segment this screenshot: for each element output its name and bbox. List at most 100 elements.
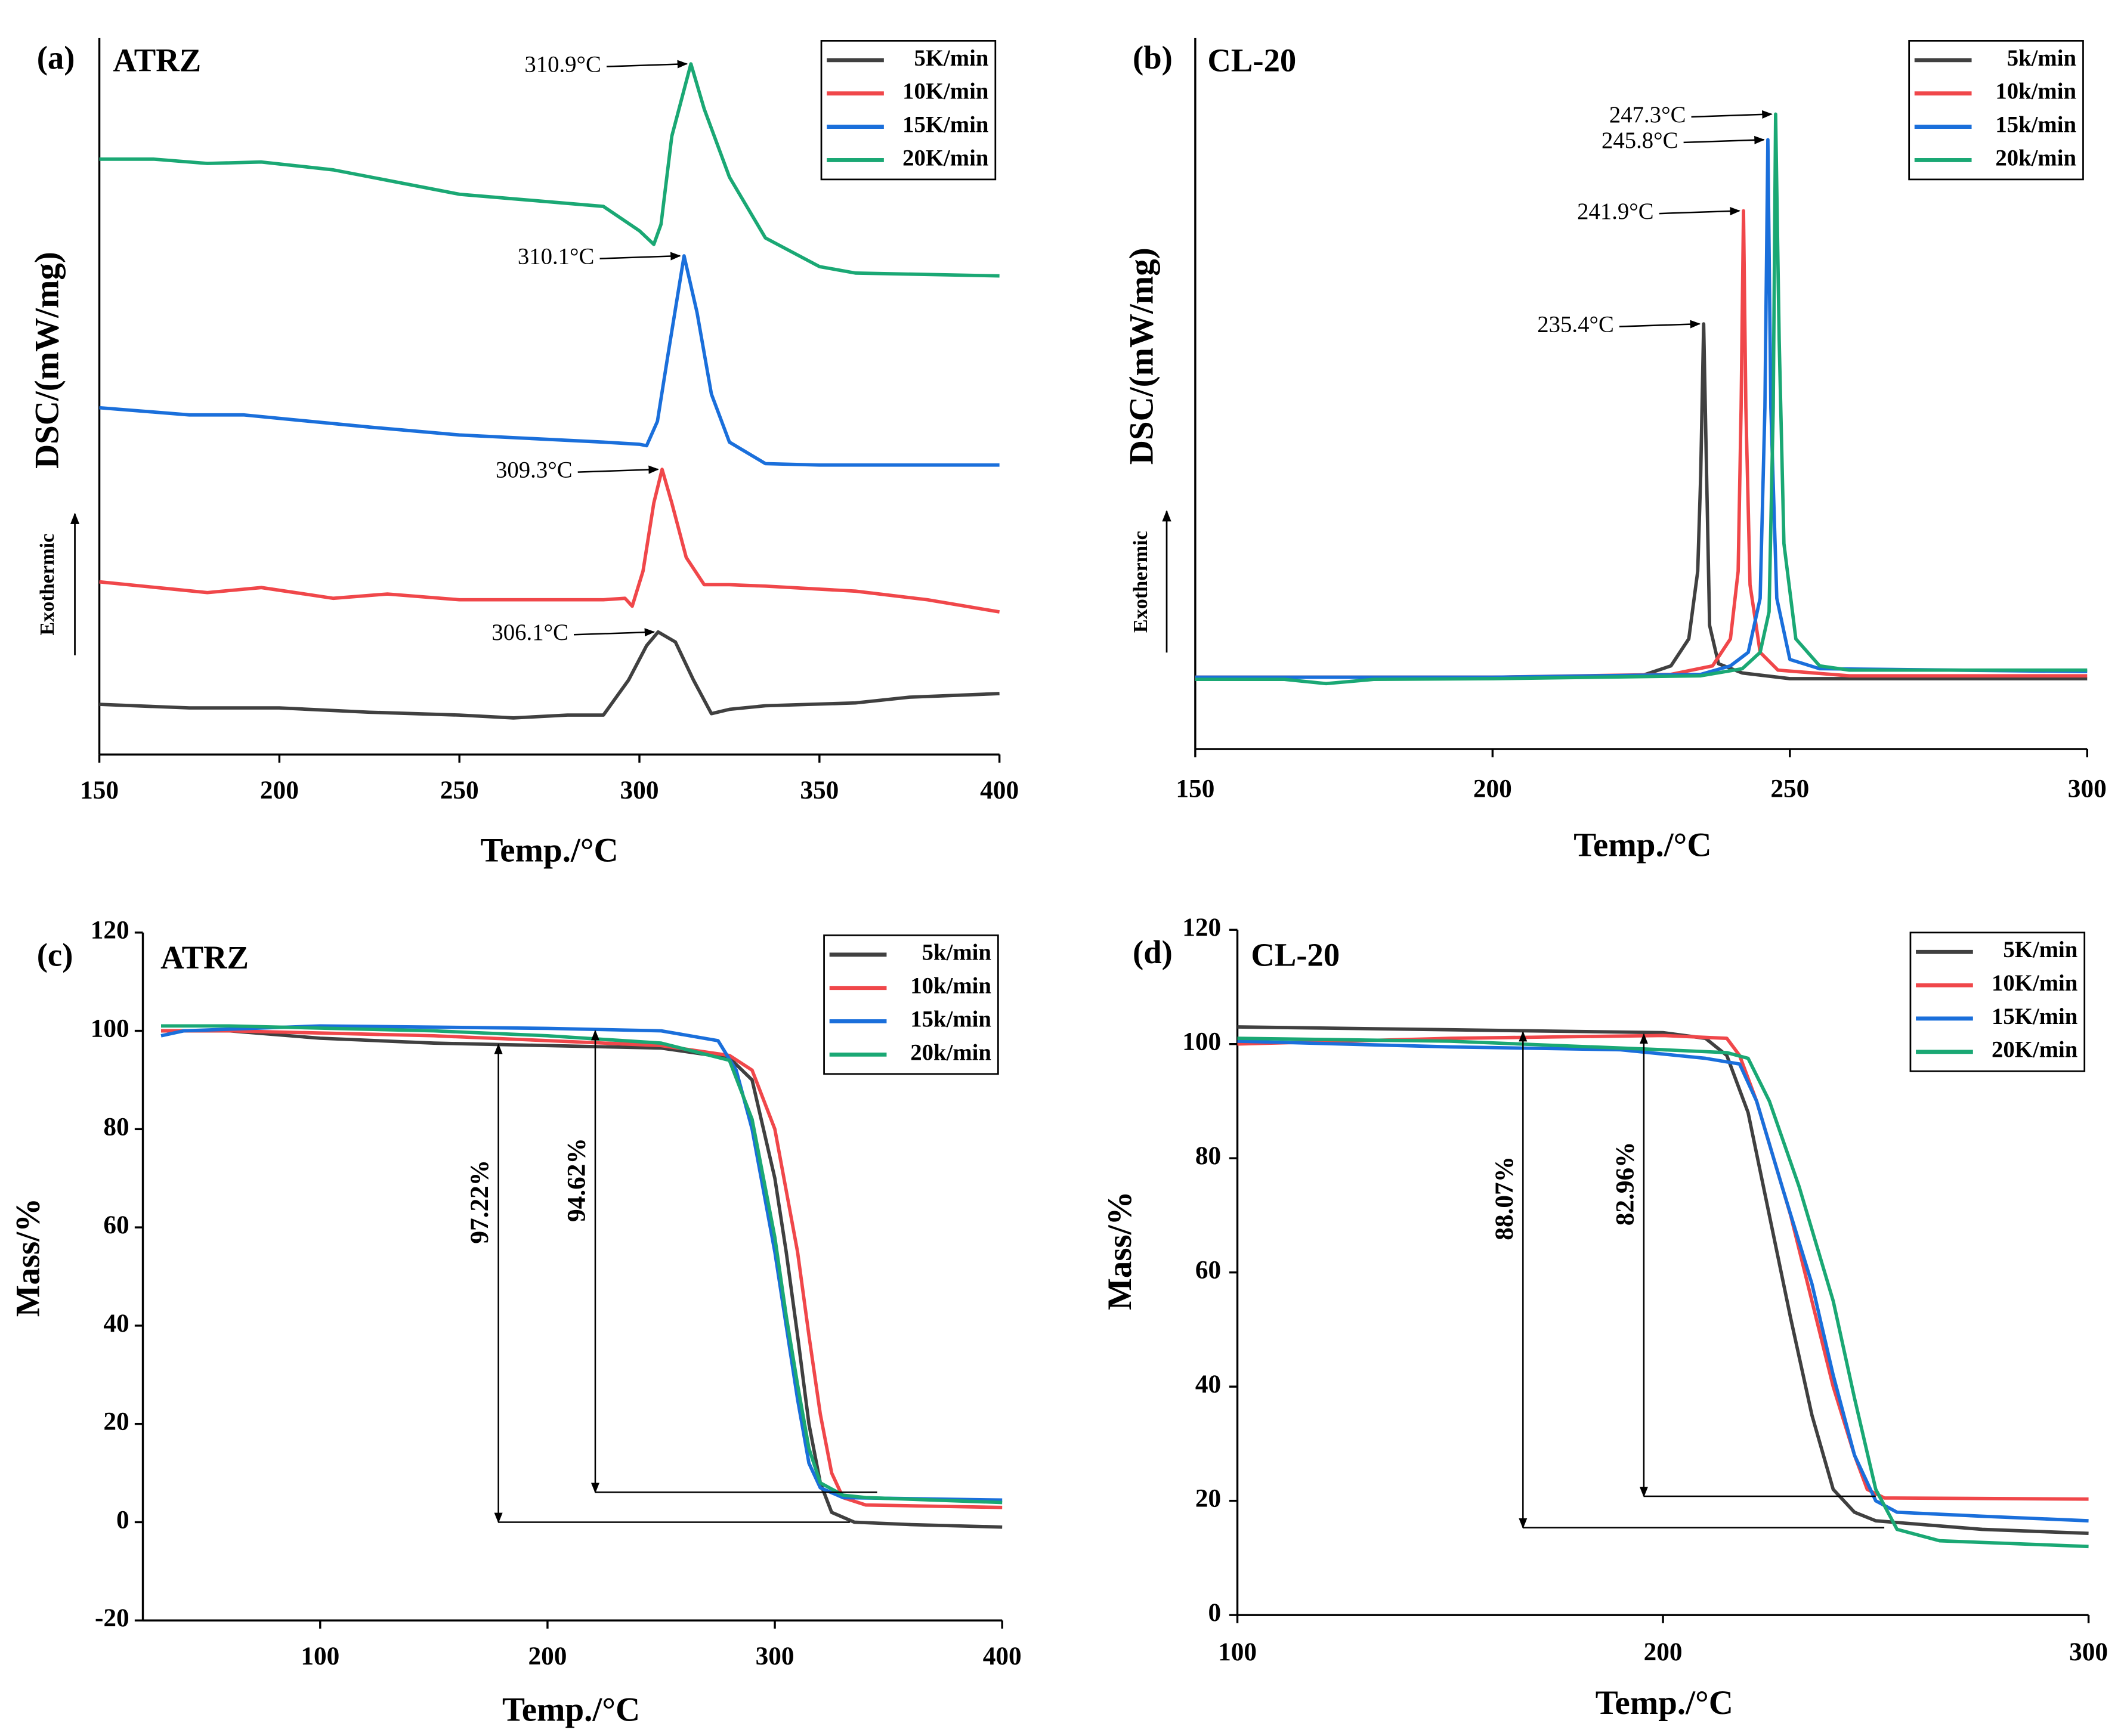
- y-tick-label: 60: [103, 1211, 129, 1239]
- y-tick-label: 60: [1195, 1256, 1221, 1285]
- y-axis-title: DSC/(mW/mg): [1123, 247, 1161, 465]
- legend-box: [1909, 932, 2086, 1072]
- x-tick-label: 150: [80, 776, 119, 804]
- y-axis-title: DSC/(mW/mg): [29, 252, 66, 469]
- panel-label: (b): [1133, 39, 1173, 76]
- peak-arrow: [577, 465, 659, 474]
- y-tick-label: 80: [103, 1112, 129, 1141]
- peak-label: 235.4°C: [1537, 312, 1614, 338]
- series-line: [1237, 1033, 2089, 1501]
- loss-label: 97.22%: [465, 1160, 494, 1244]
- legend-label: 10K/min: [1992, 970, 2077, 996]
- series-line: [99, 468, 1000, 614]
- y-tick-label: 100: [91, 1014, 129, 1042]
- series-line: [1195, 112, 2088, 686]
- series-line: [160, 1024, 1003, 1502]
- legend-label: 10k/min: [910, 973, 991, 999]
- legend-box: [820, 40, 997, 181]
- series-line: [1195, 209, 2088, 679]
- x-tick-label: 250: [1770, 775, 1809, 803]
- side-note: Exothermic: [36, 534, 58, 636]
- y-tick-label: 120: [91, 916, 129, 945]
- x-tick-label: 250: [440, 776, 479, 804]
- y-tick-label: 100: [1182, 1028, 1221, 1056]
- legend-label: 15k/min: [1995, 112, 2076, 137]
- loss-label: 88.07%: [1490, 1156, 1519, 1240]
- panel-label: (c): [37, 937, 73, 973]
- peak-label: 247.3°C: [1609, 102, 1686, 128]
- peak-label: 241.9°C: [1577, 199, 1654, 224]
- series-line: [161, 1024, 1003, 1505]
- peak-label: 310.9°C: [524, 52, 601, 78]
- legend-label: 5k/min: [2007, 45, 2076, 71]
- x-tick-label: 100: [1218, 1638, 1257, 1666]
- panel-label: (a): [37, 39, 75, 76]
- legend-label: 20K/min: [1992, 1037, 2077, 1063]
- series-line: [1195, 322, 2088, 680]
- legend-label: 15k/min: [910, 1006, 991, 1032]
- series-line: [1237, 1039, 2089, 1523]
- x-tick-label: 150: [1176, 775, 1214, 803]
- peak-label: 245.8°C: [1601, 128, 1678, 153]
- y-tick-label: 20: [103, 1407, 129, 1436]
- legend-label: 20K/min: [902, 145, 988, 171]
- series-line: [99, 630, 1000, 720]
- peak-arrow: [1683, 135, 1765, 144]
- x-tick-label: 400: [983, 1642, 1022, 1670]
- panel-title: CL-20: [1251, 937, 1340, 973]
- peak-arrow: [574, 628, 656, 637]
- panel-title: ATRZ: [160, 939, 249, 976]
- peak-arrow: [1659, 207, 1740, 216]
- series-line: [161, 1029, 1003, 1509]
- legend-label: 5K/min: [2003, 937, 2077, 963]
- y-tick-label: 40: [1195, 1370, 1221, 1398]
- series-line: [161, 1029, 1003, 1529]
- y-axis-title: Mass/%: [1101, 1192, 1139, 1310]
- x-axis-title: Temp./°C: [481, 832, 619, 869]
- legend-label: 10k/min: [1995, 79, 2076, 104]
- peak-label: 310.1°C: [518, 243, 595, 269]
- legend-label: 5k/min: [922, 940, 991, 966]
- peak-label: 306.1°C: [491, 620, 568, 645]
- series-line: [99, 254, 1000, 467]
- x-tick-label: 400: [980, 776, 1019, 804]
- x-tick-label: 200: [1644, 1638, 1683, 1666]
- x-tick-label: 300: [620, 776, 659, 804]
- legend-label: 5K/min: [914, 45, 989, 71]
- series-line: [1237, 1025, 2089, 1536]
- x-axis-title: Temp./°C: [502, 1691, 640, 1728]
- peak-arrow: [1691, 110, 1773, 119]
- legend-box: [1908, 40, 2084, 181]
- peak-arrow: [599, 252, 681, 261]
- legend-label: 15K/min: [902, 112, 988, 137]
- peak-label: 309.3°C: [496, 457, 573, 482]
- y-tick-label: 0: [116, 1505, 129, 1534]
- y-tick-label: 80: [1195, 1141, 1221, 1170]
- x-tick-label: 300: [2068, 775, 2107, 803]
- x-tick-label: 200: [528, 1642, 567, 1670]
- x-tick-label: 100: [301, 1642, 339, 1670]
- loss-label: 94.62%: [562, 1138, 591, 1222]
- y-tick-label: -20: [95, 1604, 129, 1632]
- x-tick-label: 300: [756, 1642, 794, 1670]
- x-tick-label: 200: [1473, 775, 1512, 803]
- legend-label: 20k/min: [910, 1039, 991, 1065]
- peak-arrow: [606, 60, 688, 69]
- x-tick-label: 300: [2069, 1638, 2108, 1666]
- legend-label: 15K/min: [1992, 1004, 2077, 1029]
- x-axis-title: Temp./°C: [1596, 1684, 1733, 1722]
- series-line: [1237, 1036, 2089, 1549]
- panel-label: (d): [1133, 934, 1173, 970]
- panel-title: CL-20: [1207, 42, 1296, 79]
- x-axis-title: Temp./°C: [1573, 827, 1711, 864]
- x-tick-label: 350: [800, 776, 839, 804]
- legend-label: 10K/min: [902, 79, 988, 104]
- loss-label: 82.96%: [1611, 1142, 1640, 1226]
- y-axis-title: Mass/%: [10, 1198, 47, 1317]
- series-line: [99, 62, 1000, 278]
- legend-label: 20k/min: [1995, 145, 2076, 171]
- side-note: Exothermic: [1130, 531, 1152, 633]
- y-tick-label: 20: [1195, 1484, 1221, 1513]
- peak-arrow: [1619, 320, 1701, 329]
